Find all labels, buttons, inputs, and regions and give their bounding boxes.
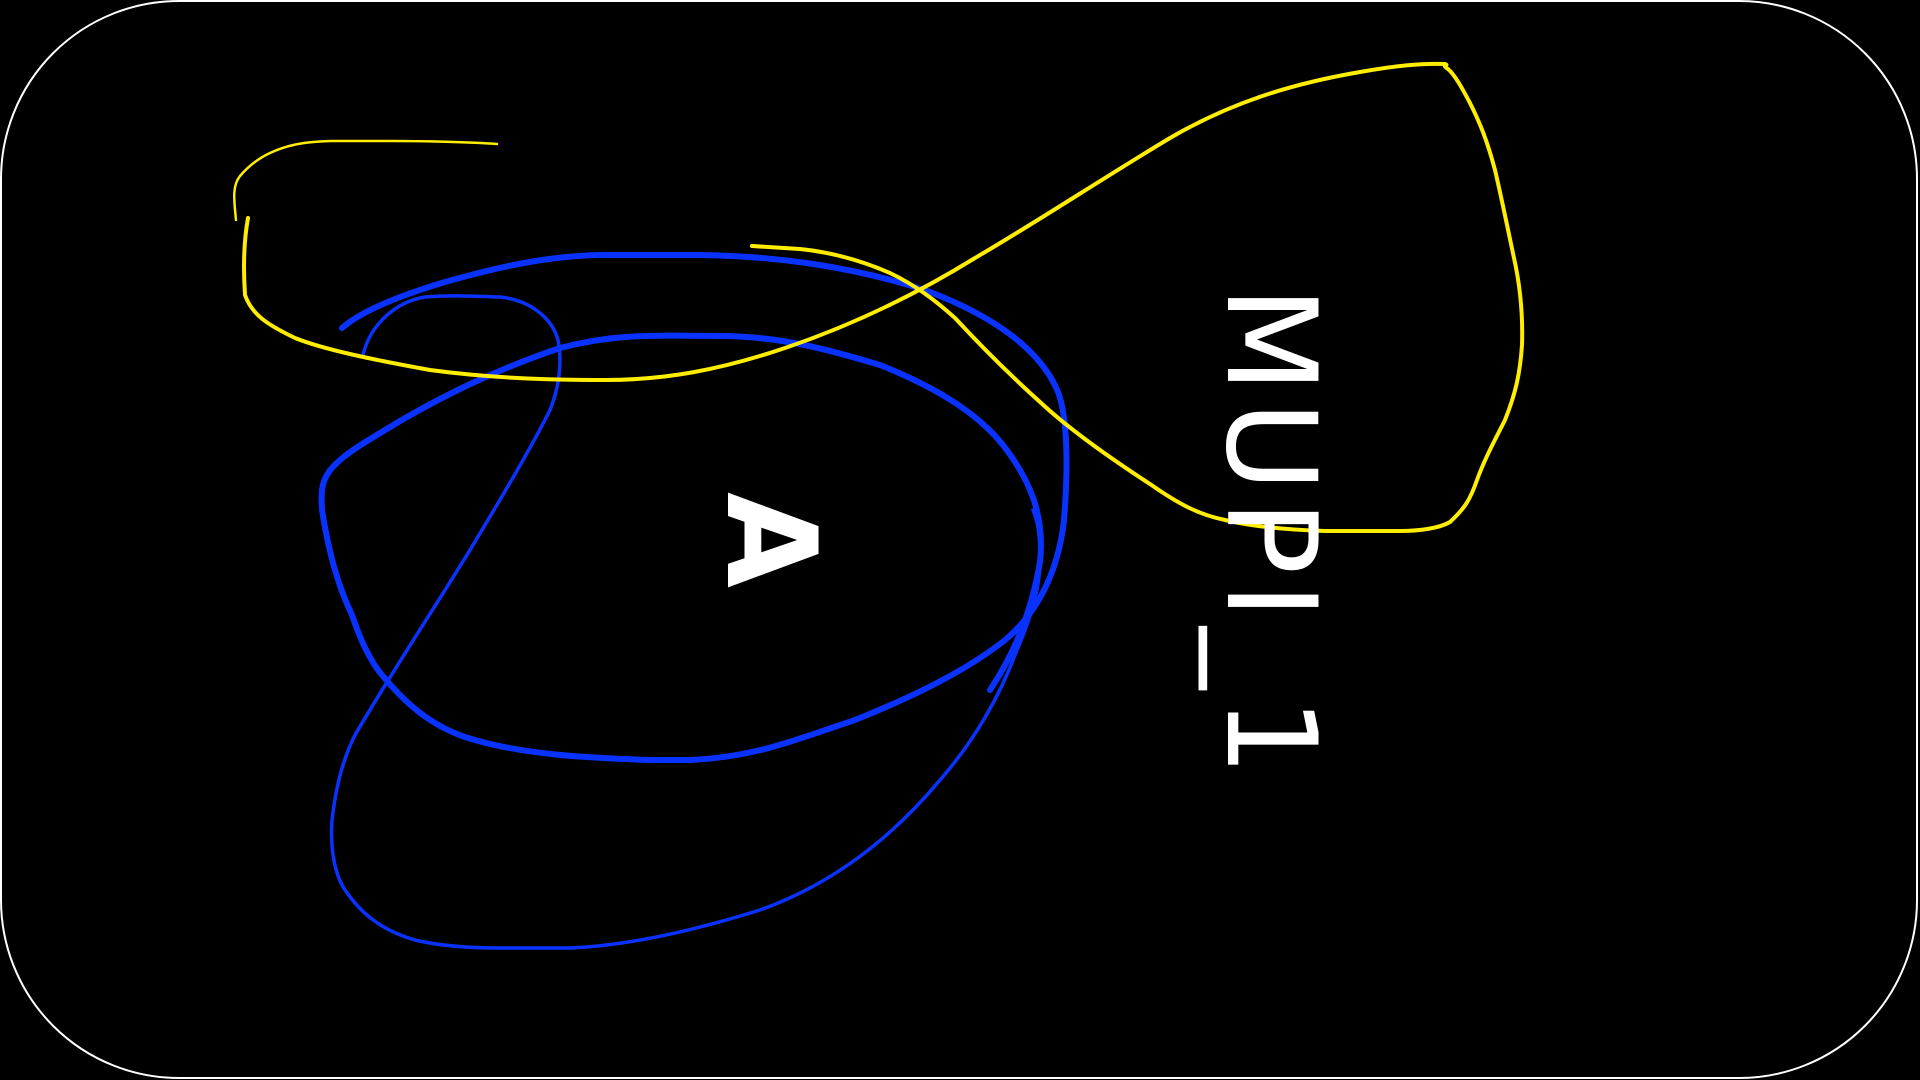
yellow-hook [234, 141, 497, 220]
blue-scribble-icon [322, 255, 1067, 948]
card-code: MUPI_1 [1198, 286, 1342, 784]
grade-letter: A [698, 492, 842, 588]
blue-thick-loop [322, 255, 1067, 760]
blue-thin-loop [332, 296, 1040, 948]
